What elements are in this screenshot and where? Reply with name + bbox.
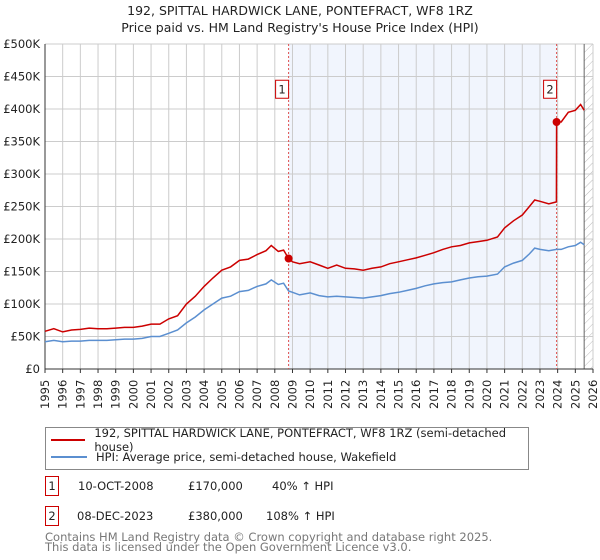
transaction-price: £380,000: [188, 509, 243, 523]
x-tick-label: 2019: [462, 380, 476, 409]
x-tick-label: 1995: [38, 380, 52, 409]
x-tick-label: 2009: [285, 380, 299, 409]
annotation-box: [275, 79, 290, 99]
y-tick-label: £300K: [3, 167, 40, 181]
x-tick-label: 2018: [445, 380, 459, 409]
x-tick-label: 1998: [91, 380, 105, 409]
y-tick-label: £100K: [3, 297, 40, 311]
x-tick-label: 2020: [480, 380, 494, 409]
x-tick-label: 2024: [551, 380, 565, 409]
y-tick-label: £250K: [3, 200, 40, 214]
annotation-box: [543, 79, 558, 99]
y-tick-label: £400K: [3, 102, 40, 116]
y-tick-label: £500K: [3, 37, 40, 51]
x-tick-label: 2003: [179, 380, 193, 409]
footer-copyright: Contains HM Land Registry data © Crown c…: [45, 530, 493, 544]
transaction-badge: 1: [45, 476, 59, 496]
y-tick-label: £150K: [3, 265, 40, 279]
chart-subtitle: Price paid vs. HM Land Registry's House …: [121, 20, 479, 35]
x-tick-label: 2011: [321, 380, 335, 409]
x-tick-label: 2004: [197, 380, 211, 409]
x-tick-label: 2025: [568, 380, 582, 409]
transaction-row: 2 08-DEC-2023 £380,000 108% ↑ HPI: [45, 506, 545, 526]
transaction-date: 10-OCT-2008: [78, 479, 154, 493]
x-tick-label: 2022: [515, 380, 529, 409]
x-tick-label: 2000: [126, 380, 140, 409]
footer-licence: This data is licensed under the Open Gov…: [45, 540, 412, 554]
y-tick-label: £450K: [3, 70, 40, 84]
x-tick-label: 2010: [303, 380, 317, 409]
x-tick-label: 2008: [268, 380, 282, 409]
x-tick-label: 2005: [215, 380, 229, 409]
x-tick-label: 2026: [586, 380, 600, 409]
legend: 192, SPITTAL HARDWICK LANE, PONTEFRACT, …: [45, 426, 529, 470]
sale-point: [284, 254, 293, 263]
chart-title: 192, SPITTAL HARDWICK LANE, PONTEFRACT, …: [127, 3, 473, 18]
sale-point: [552, 118, 561, 126]
x-tick-label: 1997: [73, 380, 87, 409]
legend-label: HPI: Average price, semi-detached house,…: [96, 450, 397, 464]
transaction-hpi: 108% ↑ HPI: [266, 509, 335, 523]
x-tick-label: 2001: [144, 380, 158, 409]
x-tick-label: 2021: [498, 380, 512, 409]
x-tick-label: 2015: [392, 380, 406, 409]
legend-label: 192, SPITTAL HARDWICK LANE, PONTEFRACT, …: [94, 426, 507, 454]
y-tick-label: £350K: [3, 135, 40, 149]
x-tick-label: 1999: [109, 380, 123, 409]
annotation-label: 1: [278, 82, 285, 96]
transaction-badge: 2: [45, 506, 59, 526]
price-chart: 1995 1996 1997 1998 1999 2000 2001 2002 2003 2004…: [3, 37, 600, 409]
x-tick-label: 2013: [356, 380, 370, 409]
y-tick-label: £0: [25, 362, 40, 376]
x-tick-label: 2016: [409, 380, 423, 409]
x-tick-label: 1996: [56, 380, 70, 409]
legend-swatch-red: [51, 439, 86, 441]
x-tick-label: 2006: [232, 380, 246, 409]
transaction-price: £170,000: [188, 479, 243, 493]
x-tick-label: 2012: [339, 380, 353, 409]
property-price-line: [44, 103, 585, 333]
annotation-label: 2: [546, 82, 553, 96]
y-tick-label: £200K: [3, 232, 40, 246]
legend-item-property: 192, SPITTAL HARDWICK LANE, PONTEFRACT, …: [51, 426, 528, 454]
x-tick-label: 2017: [427, 380, 441, 409]
hpi-line: [44, 241, 585, 343]
transaction-row: 1 10-OCT-2008 £170,000 40% ↑ HPI: [45, 476, 545, 496]
legend-swatch-blue: [51, 456, 87, 458]
x-tick-label: 2002: [162, 380, 176, 409]
sale-annotation-1: 1: [275, 79, 290, 99]
transaction-hpi: 40% ↑ HPI: [272, 479, 334, 493]
y-tick-label: £50K: [11, 330, 41, 344]
legend-item-hpi: HPI: Average price, semi-detached house,…: [51, 449, 396, 465]
transaction-date: 08-DEC-2023: [77, 509, 154, 523]
footer: Contains HM Land Registry data © Crown c…: [45, 530, 493, 554]
x-tick-label: 2023: [533, 380, 547, 409]
x-tick-label: 2014: [374, 380, 388, 409]
x-tick-label: 2007: [250, 380, 264, 409]
sale-annotation-2: 2: [543, 79, 558, 99]
